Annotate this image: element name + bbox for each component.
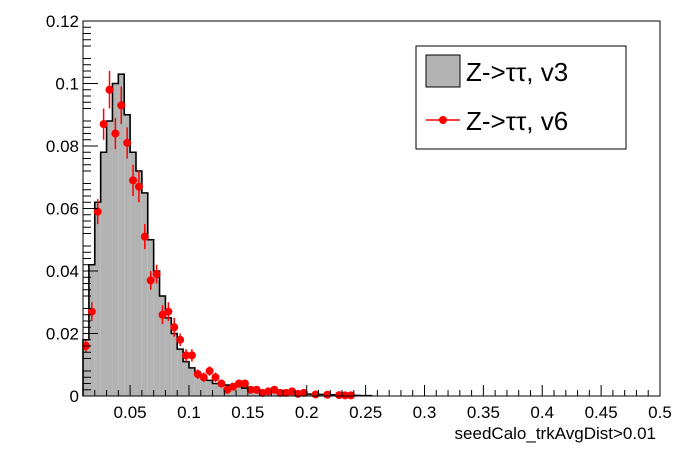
histogram-bar <box>236 386 242 396</box>
data-point <box>193 370 202 379</box>
histogram-bar <box>135 171 142 396</box>
x-tick-label: 0.15 <box>231 403 264 422</box>
data-point <box>152 270 161 279</box>
x-tick-label: 0.5 <box>648 403 672 422</box>
y-tick-label: 0 <box>70 387 79 406</box>
data-point <box>187 351 196 360</box>
y-tick-label: 0.12 <box>46 12 79 31</box>
x-tick-label: 0.2 <box>295 403 319 422</box>
histogram-bar <box>212 383 219 396</box>
legend: Z->ττ, v3 Z->ττ, v6 <box>415 45 627 150</box>
data-point <box>129 176 138 185</box>
data-point <box>205 367 214 375</box>
histogram-bar <box>241 388 248 396</box>
x-tick-label: 0.3 <box>413 403 437 422</box>
histogram-bar <box>200 377 207 396</box>
histogram-bar <box>177 349 184 396</box>
data-point <box>299 388 308 397</box>
data-point <box>246 385 255 394</box>
v6-points-layer <box>81 71 355 400</box>
data-point <box>217 379 226 388</box>
data-point <box>270 385 279 394</box>
data-point <box>341 391 350 400</box>
x-tick-label: 0.45 <box>585 403 618 422</box>
legend-label-v3: Z->ττ, v3 <box>466 57 568 87</box>
histogram-bar <box>124 114 131 396</box>
legend-swatch-v3 <box>425 54 461 88</box>
data-point <box>199 373 208 382</box>
data-point <box>117 101 126 110</box>
histogram-bar <box>230 386 237 396</box>
data-point <box>146 276 155 285</box>
data-point <box>105 85 114 94</box>
data-point <box>323 390 332 399</box>
data-point <box>276 388 285 397</box>
x-tick-label: 0.35 <box>467 403 500 422</box>
x-tick-label: 0.05 <box>114 403 147 422</box>
y-tick-label: 0.02 <box>46 325 79 344</box>
axis-ticks-layer: 0.05 0.1 0.15 0.2 0.25 0.3 0.35 0.4 0.45 0.5 0 0.02… <box>46 12 672 422</box>
histogram-bar <box>130 152 136 396</box>
histogram-bar <box>141 192 148 396</box>
histogram-bar <box>94 202 101 396</box>
data-point <box>111 129 120 138</box>
x-tick-label: 0.25 <box>349 403 382 422</box>
histogram-bar <box>100 152 107 396</box>
data-point <box>87 307 96 316</box>
histogram-bar <box>147 239 154 396</box>
histogram-bar <box>112 83 119 396</box>
histogram-bar <box>171 333 178 396</box>
data-point <box>240 379 249 388</box>
histogram-bar <box>194 374 201 396</box>
data-point <box>123 138 132 147</box>
data-point <box>235 379 244 388</box>
data-point <box>170 323 179 332</box>
data-point <box>140 232 149 241</box>
histogram-bar <box>206 380 213 396</box>
y-tick-label: 0.08 <box>46 137 79 156</box>
data-point <box>229 382 238 391</box>
data-point <box>211 373 220 382</box>
histogram-bar <box>183 361 189 396</box>
histogram-bar <box>218 383 225 396</box>
data-point <box>346 391 355 400</box>
data-point <box>252 385 261 394</box>
histogram-bar <box>165 317 172 396</box>
histogram-bar <box>83 339 89 396</box>
data-point <box>182 351 191 360</box>
data-point <box>158 310 167 319</box>
histogram-bar <box>106 121 113 396</box>
data-point <box>335 391 344 400</box>
legend-marker-v6 <box>439 116 447 124</box>
y-tick-label: 0.06 <box>46 200 79 219</box>
histogram-bar <box>271 392 278 396</box>
x-tick-label: 0.4 <box>530 403 554 422</box>
data-point <box>99 120 108 129</box>
x-axis-title: seedCalo_trkAvgDist>0.01 <box>455 424 656 443</box>
histogram-bar <box>159 296 166 396</box>
data-point <box>93 207 102 216</box>
y-tick-label: 0.04 <box>46 262 79 281</box>
y-tick-label: 0.1 <box>55 75 79 94</box>
data-point <box>164 307 173 316</box>
x-tick-label: 0.1 <box>177 403 201 422</box>
data-point <box>223 385 232 394</box>
legend-label-v6: Z->ττ, v6 <box>466 106 568 136</box>
histogram-bar <box>88 264 95 396</box>
data-point <box>134 182 143 191</box>
histogram-bar <box>188 367 195 396</box>
histogram-bar <box>153 271 160 396</box>
data-point <box>176 335 185 344</box>
histogram-bar <box>118 74 125 396</box>
histogram-bar <box>306 394 313 396</box>
